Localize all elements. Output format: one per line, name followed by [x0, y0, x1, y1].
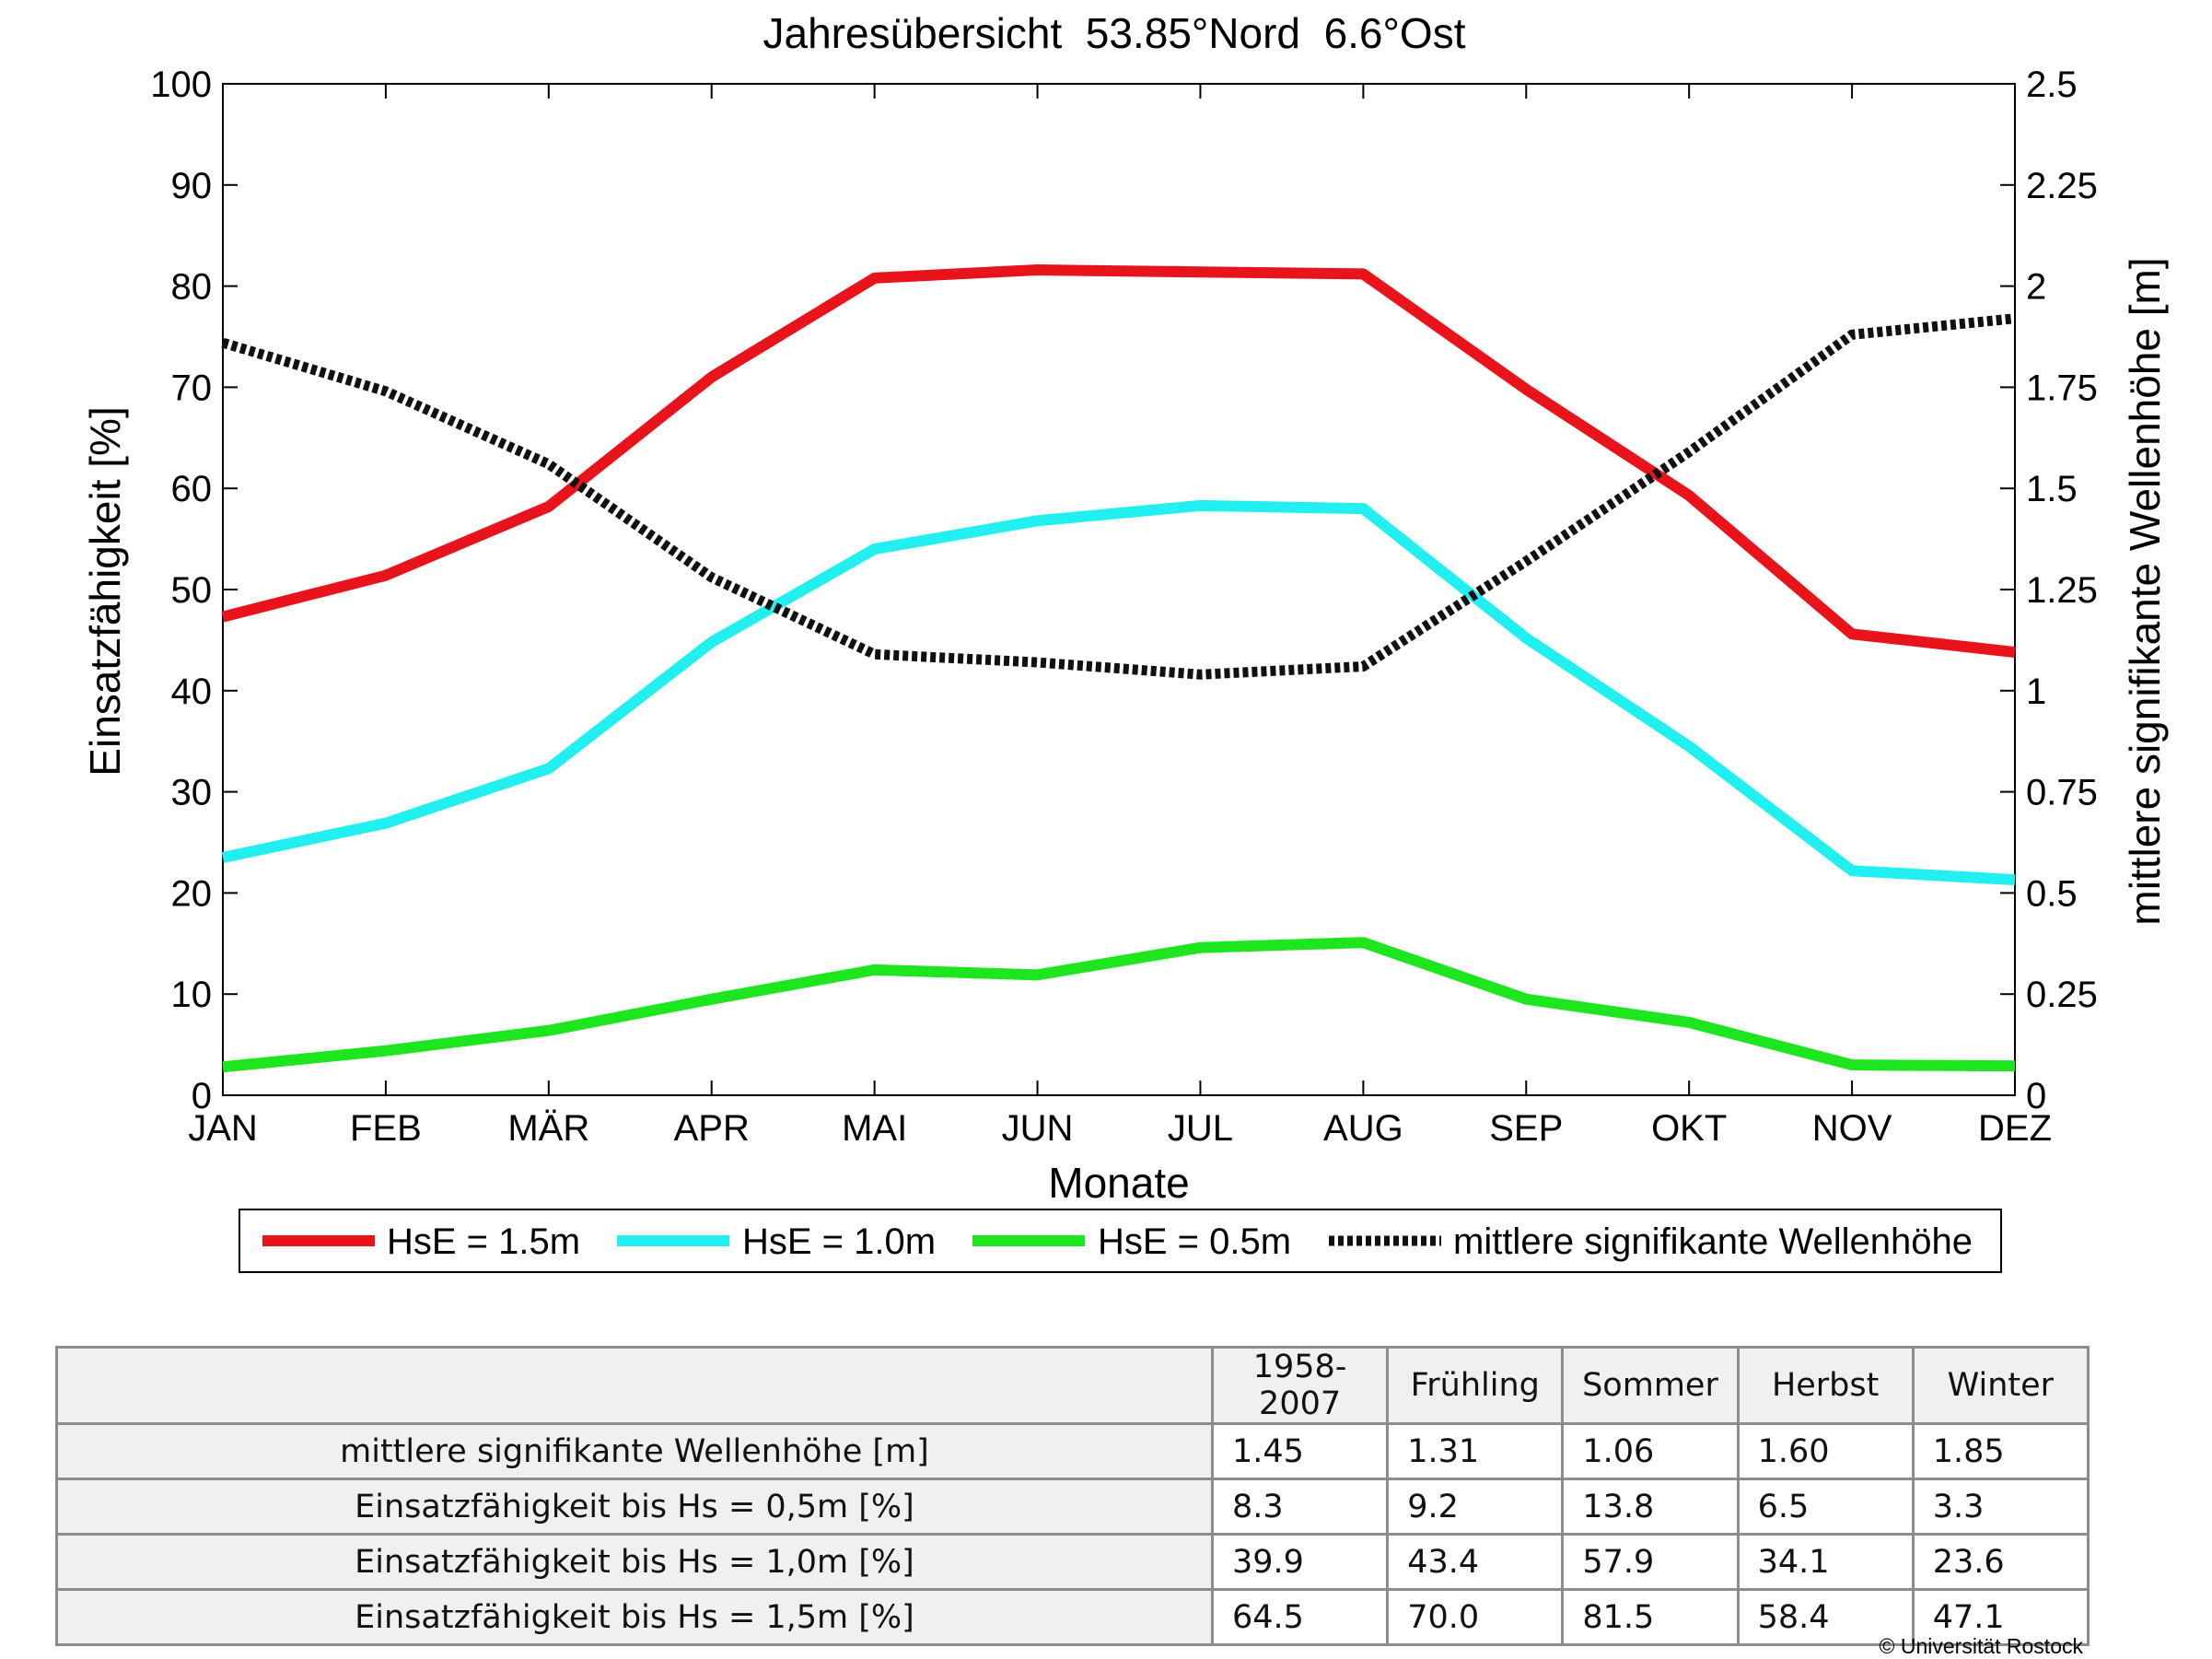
- y-tick-label: 90: [171, 166, 213, 206]
- chart: Jahresübersicht 53.85°Nord 6.6°Ost JAN FE…: [81, 9, 2169, 1273]
- table-header-cell: Frühling: [1386, 1346, 1565, 1425]
- y2-tick-label: 2.5: [2026, 64, 2078, 105]
- y-tick-label: 50: [171, 570, 213, 611]
- y2-tick-label: 0: [2026, 1076, 2046, 1116]
- series-line: [221, 264, 2016, 659]
- y-tick-label: 100: [150, 64, 212, 105]
- table-cell: 57.9: [1561, 1533, 1740, 1591]
- y2-tick-label: 0.75: [2026, 773, 2098, 813]
- x-tick-label: DEZ: [1978, 1108, 2052, 1149]
- x-tick-label: NOV: [1812, 1108, 1892, 1149]
- table-header-row: 1958-2007 Frühling Sommer Herbst Winter: [55, 1346, 2090, 1425]
- x-tick-label: AUG: [1323, 1108, 1403, 1149]
- y2-tick-label: 0.25: [2026, 975, 2098, 1015]
- legend-label: mittlere signifikante Wellenhöhe: [1453, 1221, 1973, 1262]
- x-tick-label: JUL: [1168, 1108, 1233, 1149]
- table-row: mittlere signifikante Wellenhöhe [m] 1.4…: [55, 1422, 2090, 1480]
- y-tick-label: 70: [171, 368, 213, 408]
- x-tick-label: MAI: [842, 1108, 907, 1149]
- table-cell: 81.5: [1561, 1588, 1740, 1646]
- y-axis-left: 0 10 20 30 40 50 60 70 80 90 100: [150, 64, 238, 1116]
- table-header-cell: Winter: [1911, 1346, 2090, 1425]
- y-tick-label: 60: [171, 469, 213, 509]
- x-tick-label: APR: [674, 1108, 750, 1149]
- table-cell: 3.3: [1911, 1478, 2090, 1536]
- table-cell: 64.5: [1210, 1588, 1390, 1646]
- table-header-cell: Sommer: [1561, 1346, 1740, 1425]
- table-cell: 1.06: [1561, 1422, 1740, 1480]
- series-line: [222, 937, 2016, 1073]
- row-label: Einsatzfähigkeit bis Hs = 0,5m [%]: [55, 1478, 1214, 1536]
- x-axis-label: Monate: [1048, 1159, 1189, 1207]
- table-cell: 58.4: [1736, 1588, 1915, 1646]
- table-cell: 8.3: [1210, 1478, 1390, 1536]
- row-label: Einsatzfähigkeit bis Hs = 1,0m [%]: [55, 1533, 1214, 1591]
- y-tick-label: 10: [171, 975, 213, 1015]
- legend: HsE = 1.5m HsE = 1.0m HsE = 0.5m mittlere s…: [262, 1221, 1973, 1262]
- series-lines: [221, 264, 2016, 1073]
- table-corner-cell: [55, 1346, 1214, 1425]
- table-header-cell: 1958-2007: [1210, 1346, 1390, 1425]
- x-tick-label: SEP: [1489, 1108, 1563, 1149]
- y2-tick-label: 2: [2026, 267, 2046, 308]
- y2-tick-label: 1.75: [2026, 368, 2098, 408]
- x-tick-label: MÄR: [507, 1108, 589, 1149]
- y-tick-label: 30: [171, 773, 213, 813]
- y2-tick-label: 1.5: [2026, 469, 2078, 509]
- x-tick-label: FEB: [350, 1108, 422, 1149]
- y-axis-right: 0 0.25 0.5 0.75 1 1.25 1.5 1.75 2 2.25 2.5: [2000, 64, 2098, 1116]
- x-tick-label: JUN: [1002, 1108, 1074, 1149]
- x-tick-label: OKT: [1651, 1108, 1727, 1149]
- legend-label: HsE = 1.0m: [742, 1221, 936, 1262]
- y2-axis-label: mittlere signifikante Wellenhöhe [m]: [2121, 257, 2169, 925]
- copyright-notice: © Universität Rostock: [1879, 1634, 2083, 1658]
- x-tick-label: JAN: [188, 1108, 258, 1149]
- table-cell: 13.8: [1561, 1478, 1740, 1536]
- y2-tick-label: 0.5: [2026, 873, 2078, 914]
- table-cell: 1.45: [1210, 1422, 1390, 1480]
- table-cell: 34.1: [1736, 1533, 1915, 1591]
- table-cell: 23.6: [1911, 1533, 2090, 1591]
- y2-tick-label: 2.25: [2026, 166, 2098, 206]
- chart-title: Jahresübersicht 53.85°Nord 6.6°Ost: [763, 9, 1466, 57]
- stats-table: 1958-2007 Frühling Sommer Herbst Winter …: [55, 1346, 2090, 1646]
- y-tick-label: 40: [171, 672, 213, 712]
- row-label: mittlere signifikante Wellenhöhe [m]: [55, 1422, 1214, 1480]
- plot-area: [222, 83, 2016, 1096]
- legend-label: HsE = 0.5m: [1098, 1221, 1291, 1262]
- legend-box: [239, 1209, 2002, 1273]
- y-tick-label: 80: [171, 267, 213, 308]
- table-cell: 1.85: [1911, 1422, 2090, 1480]
- y-axis-label: Einsatzfähigkeit [%]: [81, 406, 129, 776]
- table-cell: 70.0: [1386, 1588, 1565, 1646]
- table-cell: 9.2: [1386, 1478, 1565, 1536]
- table-cell: 6.5: [1736, 1478, 1915, 1536]
- table-cell: 1.60: [1736, 1422, 1915, 1480]
- y-tick-label: 0: [192, 1076, 212, 1116]
- x-axis: JAN FEB MÄR APR MAI JUN JUL AUG SEP OKT NOV DEZ: [188, 84, 2052, 1149]
- legend-label: HsE = 1.5m: [387, 1221, 580, 1262]
- table-cell: 39.9: [1210, 1533, 1390, 1591]
- series-line: [221, 313, 2016, 680]
- table-cell: 47.1: [1911, 1588, 2090, 1646]
- table-cell: 1.31: [1386, 1422, 1565, 1480]
- table-cell: 43.4: [1386, 1533, 1565, 1591]
- y2-tick-label: 1: [2026, 672, 2046, 712]
- table-header-cell: Herbst: [1736, 1346, 1915, 1425]
- table-row: Einsatzfähigkeit bis Hs = 1,0m [%] 39.9 …: [55, 1533, 2090, 1591]
- series-line: [221, 499, 2016, 886]
- table-row: Einsatzfähigkeit bis Hs = 1,5m [%] 64.5 …: [55, 1588, 2090, 1646]
- y-tick-label: 20: [171, 873, 213, 914]
- y2-tick-label: 1.25: [2026, 570, 2098, 611]
- row-label: Einsatzfähigkeit bis Hs = 1,5m [%]: [55, 1588, 1214, 1646]
- table-row: Einsatzfähigkeit bis Hs = 0,5m [%] 8.3 9…: [55, 1478, 2090, 1536]
